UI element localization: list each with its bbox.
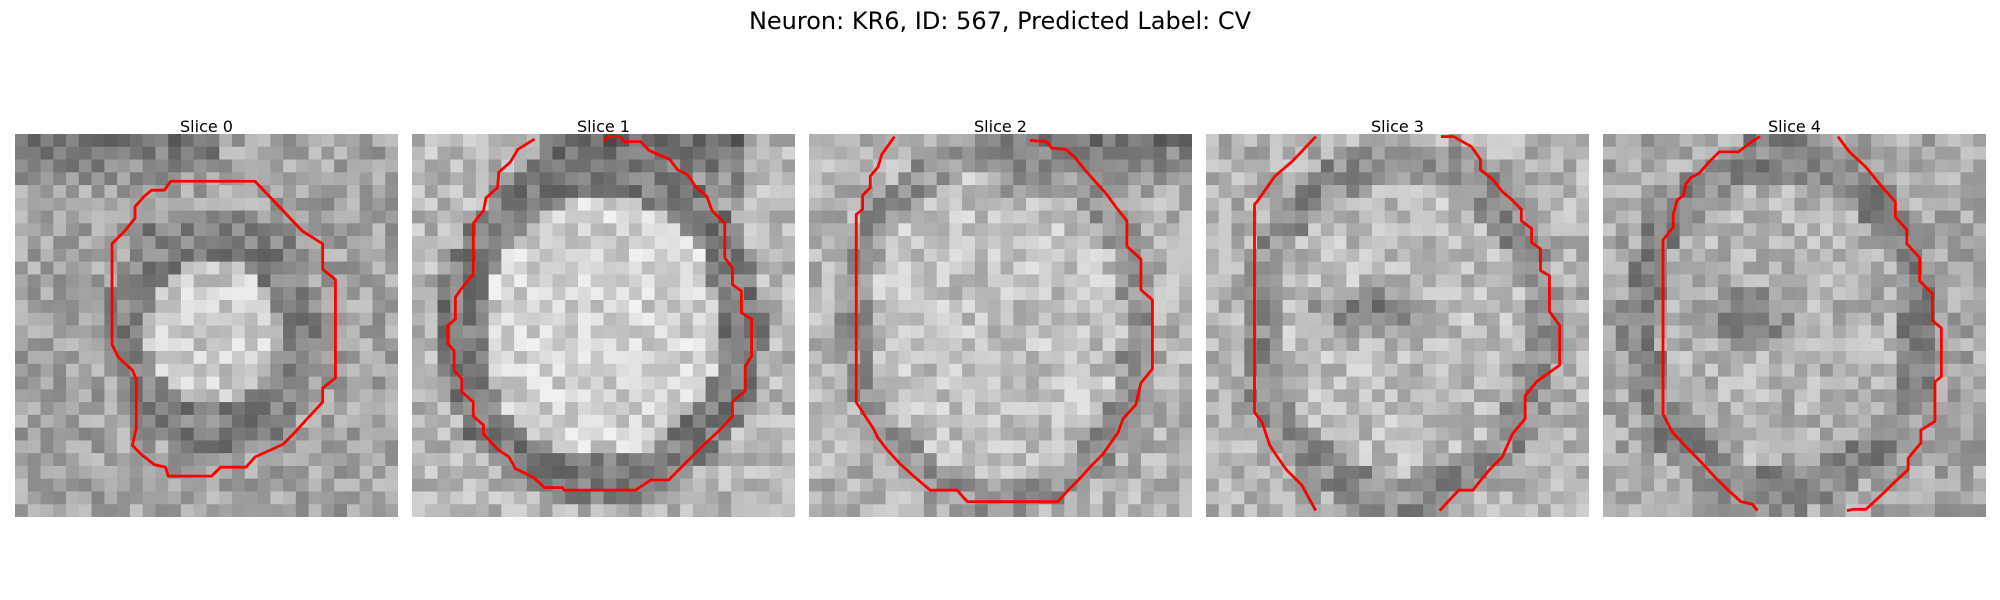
slice-image <box>1206 134 1589 517</box>
cell-contour <box>1438 135 1562 512</box>
image-canvas <box>1603 134 1986 517</box>
slice-panel-2: Slice 2 <box>809 117 1192 517</box>
slice-title: Slice 3 <box>1371 117 1424 136</box>
slice-title: Slice 2 <box>974 117 1027 136</box>
image-canvas <box>15 134 398 517</box>
image-canvas <box>1206 134 1589 517</box>
cell-contour <box>1661 135 1761 512</box>
cell-contour <box>1836 135 1943 512</box>
slice-title: Slice 1 <box>577 117 630 136</box>
cell-contour <box>110 179 337 478</box>
cell-contour <box>446 135 753 492</box>
slice-panel-1: Slice 1 <box>412 117 795 517</box>
slice-image <box>809 134 1192 517</box>
image-canvas <box>809 134 1192 517</box>
slice-image <box>1603 134 1986 517</box>
slice-panel-4: Slice 4 <box>1603 117 1986 517</box>
slice-panel-3: Slice 3 <box>1206 117 1589 517</box>
slice-title: Slice 4 <box>1768 117 1821 136</box>
cell-contour <box>1253 135 1318 512</box>
figure-title: Neuron: KR6, ID: 567, Predicted Label: C… <box>748 7 1252 35</box>
slice-image <box>412 134 795 517</box>
image-canvas <box>412 134 795 517</box>
slice-image <box>15 134 398 517</box>
cell-contour <box>854 135 1154 504</box>
slice-panel-0: Slice 0 <box>15 117 398 517</box>
slice-title: Slice 0 <box>180 117 233 136</box>
